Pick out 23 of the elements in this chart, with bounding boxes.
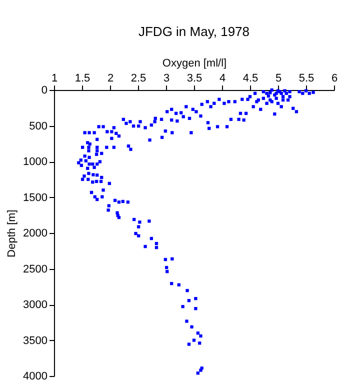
x-tick-label: 6 [331,72,338,84]
x-tick-label: 1.5 [74,72,90,84]
x-tick-label: 4.5 [242,72,258,84]
y-tick-label: 2500 [23,263,48,276]
y-tick-label: 1000 [23,156,48,168]
x-tick-label: 1 [51,72,58,84]
y-tick-label: 2000 [23,228,48,240]
x-axis-title: Oxygen [ml/l] [162,58,227,70]
y-tick-label: 3500 [23,334,48,347]
y-tick-label: 1500 [23,192,48,204]
x-tick-label: 2 [107,72,114,84]
x-tick-label: 5 [275,72,282,84]
x-tick-label: 4 [219,72,226,84]
x-tick-label: 5.5 [298,72,314,84]
y-tick-label: 3000 [23,299,48,311]
x-tick-label: 2.5 [130,72,146,84]
y-axis-title: Depth [m] [6,210,18,258]
y-tick-label: 0 [41,84,48,96]
y-tick-label: 500 [29,120,48,132]
x-tick-label: 3 [163,72,170,84]
y-tick-label: 4000 [23,370,48,382]
chart-title: JFDG in May, 1978 [138,24,250,39]
x-tick-label: 3.5 [186,72,202,84]
